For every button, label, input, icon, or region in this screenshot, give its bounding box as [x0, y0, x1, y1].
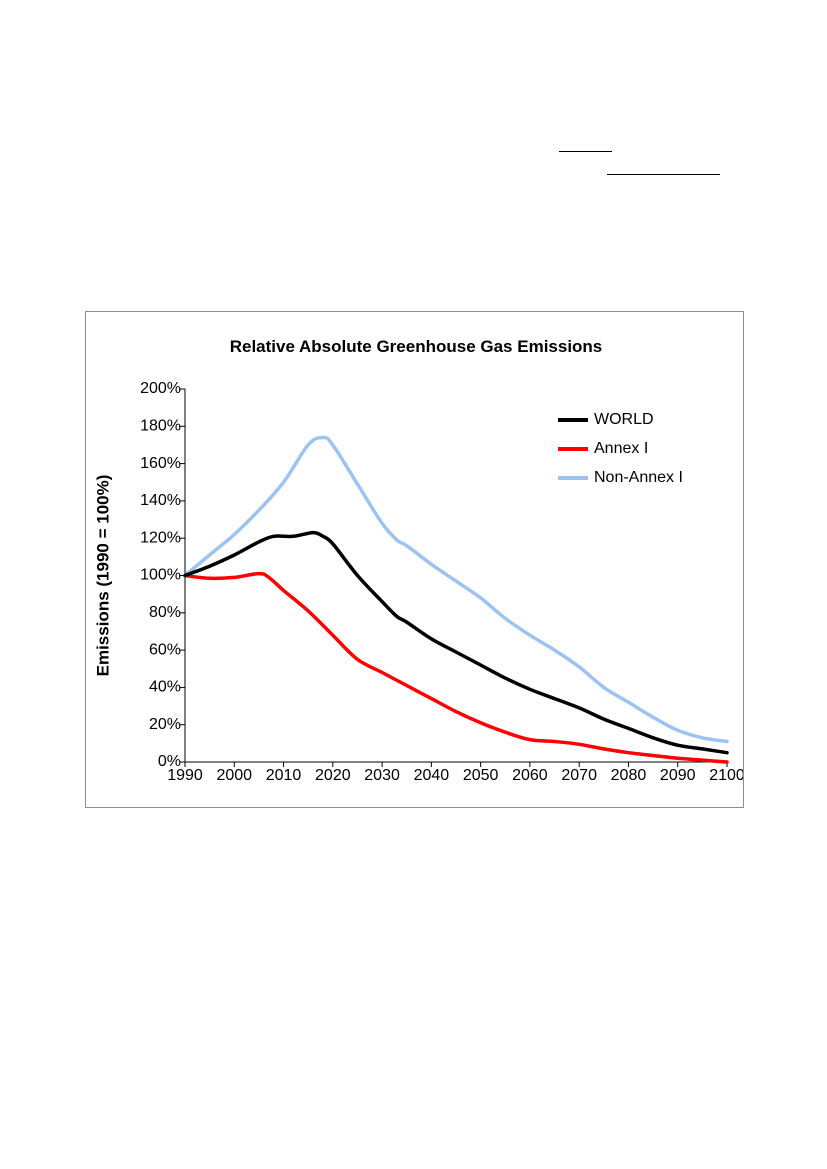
- series-line-annex-i: [183, 571, 729, 764]
- y-tick-label: 120%: [140, 529, 181, 546]
- y-tick-label: 200%: [140, 380, 181, 397]
- y-ticks: 0% 20% 40% 60% 80% 100% 120% 140% 160% 180% 200%: [140, 380, 185, 770]
- x-tick-label: 2040: [414, 767, 450, 784]
- x-tick-label: 2080: [611, 767, 647, 784]
- x-tick-label: 2060: [512, 767, 548, 784]
- chart-frame: Relative Absolute Greenhouse Gas Emissio…: [85, 311, 744, 808]
- legend: WORLD Annex I Non-Annex I: [558, 411, 683, 486]
- series-line-non-annex-i: [183, 435, 729, 744]
- y-axis-label-group: Emissions (1990 = 100%): [93, 475, 112, 677]
- x-tick-label: 2030: [364, 767, 400, 784]
- legend-label-world: WORLD: [594, 411, 654, 428]
- x-tick-label: 2050: [463, 767, 499, 784]
- y-tick-label: 0%: [158, 753, 181, 770]
- x-tick-label: 2070: [561, 767, 597, 784]
- y-tick-label: 140%: [140, 492, 181, 509]
- y-axis-label: Emissions (1990 = 100%): [93, 475, 112, 677]
- x-tick-label: 2020: [315, 767, 351, 784]
- chart-title: Relative Absolute Greenhouse Gas Emissio…: [230, 337, 603, 356]
- x-tick-label: 2000: [216, 767, 252, 784]
- y-tick-label: 180%: [140, 418, 181, 435]
- y-tick-label: 40%: [149, 679, 181, 696]
- y-tick-label: 60%: [149, 641, 181, 658]
- y-tick-label: 100%: [140, 567, 181, 584]
- emissions-chart: Relative Absolute Greenhouse Gas Emissio…: [93, 337, 743, 784]
- y-tick-label: 160%: [140, 455, 181, 472]
- series-line-world: [183, 530, 729, 755]
- series-lines: [183, 435, 729, 764]
- x-tick-label: 2100: [709, 767, 743, 784]
- text-underline-2: [607, 174, 720, 175]
- x-ticks: 1990 2000 2010 2020 2030 2040 2050 2060 2070 2080…: [167, 762, 743, 784]
- x-tick-label: 2010: [266, 767, 302, 784]
- y-tick-label: 80%: [149, 604, 181, 621]
- text-underline-1: [559, 151, 612, 152]
- legend-label-non-annex-i: Non-Annex I: [594, 469, 683, 486]
- x-tick-label: 2090: [660, 767, 696, 784]
- x-tick-label: 1990: [167, 767, 203, 784]
- legend-label-annex-i: Annex I: [594, 440, 648, 457]
- y-tick-label: 20%: [149, 716, 181, 733]
